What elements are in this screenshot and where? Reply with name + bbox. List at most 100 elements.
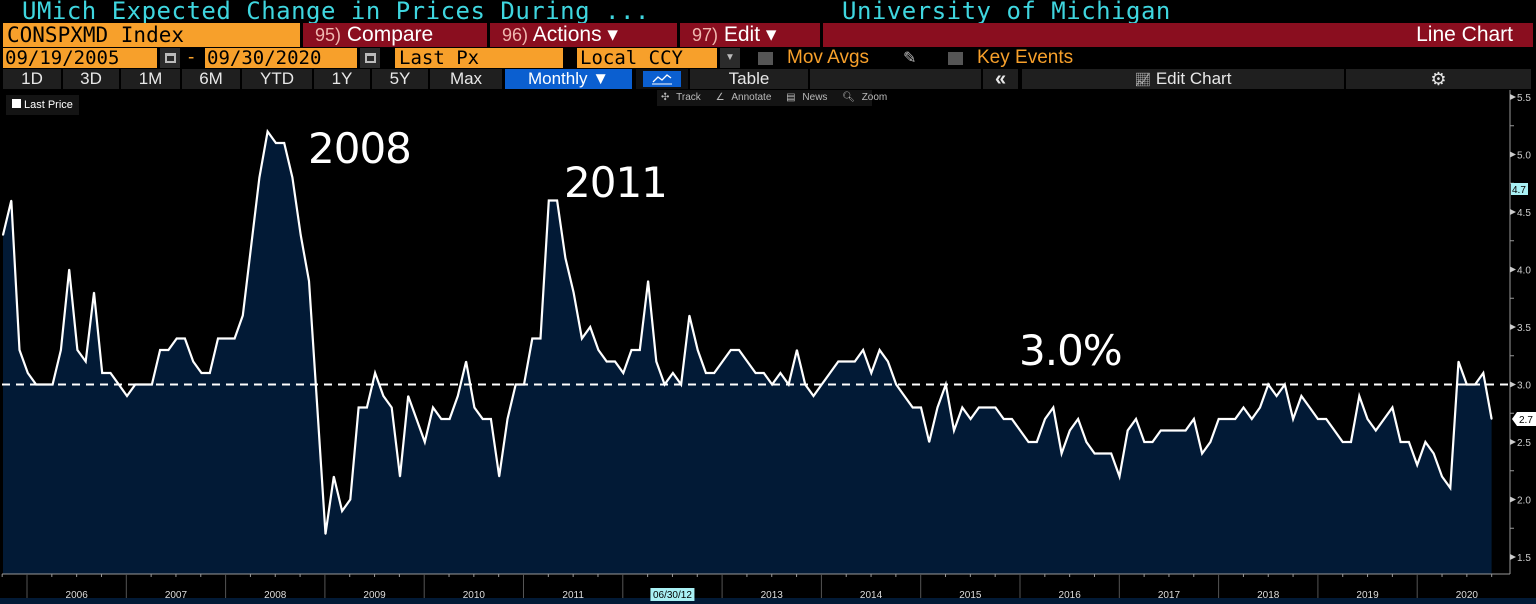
y-tick-label: 4.0	[1517, 266, 1531, 277]
range-1m[interactable]: 1M	[121, 69, 182, 89]
zoom-tool[interactable]: 🔍︎ Zoom	[838, 92, 895, 103]
legend-swatch	[12, 99, 21, 108]
data-point	[250, 245, 252, 248]
track-tool[interactable]: ✣ Track	[657, 92, 709, 103]
calendar-icon[interactable]	[360, 48, 380, 68]
data-point	[283, 142, 285, 144]
data-point	[233, 337, 236, 340]
range-1y[interactable]: 1Y	[314, 69, 372, 89]
data-point	[184, 337, 186, 340]
range-5y[interactable]: 5Y	[372, 69, 430, 89]
x-tick-label: 2018	[1257, 590, 1280, 601]
data-point	[1358, 395, 1361, 397]
x-tick-label: 2019	[1356, 590, 1379, 601]
mov-avgs-label[interactable]: Mov Avgs	[787, 47, 870, 68]
chart-tools-bar: ✣ Track ∠ Annotate ▤ News 🔍︎ Zoom	[657, 90, 887, 106]
chart-style-button[interactable]	[636, 69, 690, 89]
start-date-input[interactable]: 09/19/2005	[3, 48, 157, 68]
annotation-reference: 3.0%	[1019, 326, 1123, 375]
data-point	[10, 199, 13, 202]
data-point	[490, 418, 492, 420]
dropdown-arrow-icon[interactable]: ▼	[720, 48, 740, 68]
data-point	[1350, 441, 1352, 443]
ticker-field[interactable]: CONSPXMD Index	[3, 23, 300, 47]
key-events-label[interactable]: Key Events	[977, 47, 1074, 68]
data-point	[167, 349, 170, 351]
annotate-tool[interactable]: ∠ Annotate	[712, 92, 780, 103]
data-point	[126, 395, 128, 397]
edit-button[interactable]: 97) Edit ▾	[680, 23, 820, 47]
data-point	[258, 176, 261, 179]
range-ytd[interactable]: YTD	[242, 69, 314, 89]
chart-type-label: Line Chart	[1416, 23, 1513, 46]
data-point	[432, 406, 434, 409]
range-6m[interactable]: 6M	[182, 69, 242, 89]
data-point	[357, 406, 360, 409]
table-button[interactable]: Table	[690, 69, 810, 89]
data-point	[1027, 441, 1030, 443]
range-1d[interactable]: 1D	[3, 69, 63, 89]
data-point	[754, 372, 757, 374]
last-value-box	[1512, 412, 1536, 426]
data-point	[51, 383, 54, 386]
range-max[interactable]: Max	[430, 69, 504, 89]
actions-button[interactable]: 96) Actions ▾	[490, 23, 677, 47]
data-point	[829, 372, 831, 374]
data-point	[1284, 383, 1286, 386]
edit-label: Edit ▾	[723, 23, 777, 46]
data-point	[1044, 418, 1046, 420]
data-point	[911, 406, 914, 409]
pencil-icon[interactable]: ✎	[903, 50, 917, 67]
data-point	[738, 349, 740, 351]
data-point	[1308, 406, 1311, 409]
mov-avgs-checkbox[interactable]	[758, 52, 773, 65]
data-point	[1143, 441, 1146, 443]
data-point	[473, 406, 476, 409]
data-point	[1432, 452, 1435, 455]
data-point	[308, 280, 310, 282]
data-point	[1217, 418, 1220, 420]
data-point	[630, 349, 633, 351]
compare-button[interactable]: 95) Compare	[303, 23, 487, 47]
data-point	[953, 429, 955, 432]
data-point	[837, 360, 840, 363]
source-name: University of Michigan	[842, 0, 1171, 25]
y-tick	[1510, 439, 1516, 445]
currency-select[interactable]: Local CCY	[577, 48, 717, 68]
x-tick-label: 2007	[165, 590, 188, 601]
data-point	[134, 383, 137, 386]
data-point	[1093, 452, 1096, 455]
data-point	[151, 383, 153, 386]
data-point	[117, 383, 120, 386]
line-chart-icon	[643, 71, 681, 87]
frequency-select[interactable]: Monthly ▼	[505, 69, 634, 89]
data-point	[796, 349, 798, 351]
data-point	[1052, 406, 1055, 409]
compare-num: 95)	[315, 25, 342, 45]
key-events-checkbox[interactable]	[948, 52, 963, 65]
data-point	[1300, 395, 1303, 397]
field-select[interactable]: Last Px	[395, 48, 563, 68]
data-point	[1441, 475, 1443, 478]
data-point	[729, 349, 732, 351]
gear-icon[interactable]: ⚙	[1346, 69, 1533, 89]
marker-label: 4.7	[1512, 185, 1526, 196]
data-point	[1250, 418, 1253, 420]
news-tool[interactable]: ▤ News	[782, 92, 835, 103]
data-point	[647, 280, 649, 282]
y-tick	[1510, 554, 1516, 560]
data-point	[936, 406, 939, 409]
edit-chart-button[interactable]: 📈︎ Edit Chart	[1022, 69, 1346, 89]
y-tick-label: 2.0	[1517, 496, 1531, 507]
range-3d[interactable]: 3D	[63, 69, 121, 89]
collapse-button[interactable]: «	[983, 69, 1020, 89]
data-point	[771, 383, 773, 386]
end-date-input[interactable]: 09/30/2020	[205, 48, 357, 68]
data-point	[713, 372, 716, 374]
data-point	[986, 406, 988, 409]
data-point	[93, 291, 95, 294]
calendar-icon[interactable]	[160, 48, 180, 68]
data-point	[523, 383, 525, 386]
data-point	[994, 406, 997, 409]
